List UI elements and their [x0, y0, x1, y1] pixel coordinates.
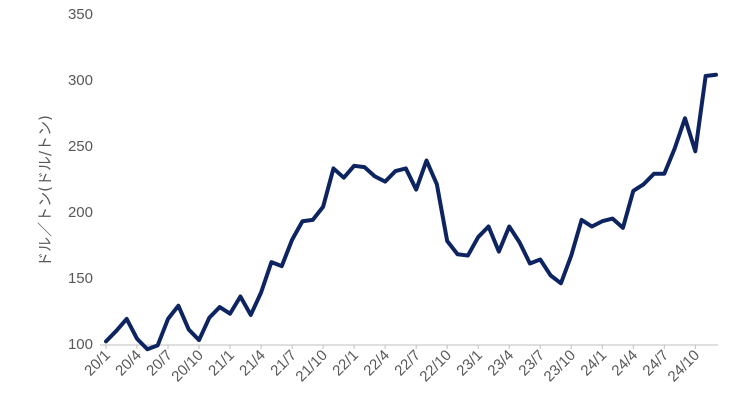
- x-tick-label: 23/1: [453, 347, 486, 380]
- y-axis-ticks: 100 150 200 250 300 350: [68, 6, 93, 353]
- x-axis-ticks: 20/120/420/720/1021/121/421/721/1022/122…: [81, 345, 703, 385]
- x-tick-label: 24/4: [608, 347, 641, 380]
- x-tick-label: 20/10: [168, 347, 207, 386]
- y-tick-label: 150: [68, 270, 93, 287]
- x-tick-label: 24/1: [577, 347, 610, 380]
- y-tick-label: 250: [68, 138, 93, 155]
- x-tick-label: 21/4: [236, 347, 269, 380]
- x-tick-label: 23/4: [484, 347, 517, 380]
- x-tick-label: 22/10: [416, 347, 455, 386]
- x-tick-label: 24/10: [665, 347, 704, 386]
- y-axis-label: ドル／トン(ドル/トン): [36, 115, 54, 267]
- y-tick-label: 300: [68, 72, 93, 89]
- x-tick-label: 21/10: [292, 347, 331, 386]
- x-tick-label: 22/1: [329, 347, 362, 380]
- series-line: [104, 72, 718, 352]
- y-tick-label: 200: [68, 204, 93, 221]
- x-tick-label: 23/10: [541, 347, 580, 386]
- x-tick-label: 21/1: [205, 347, 238, 380]
- x-tick-label: 22/4: [360, 347, 393, 380]
- y-tick-label: 100: [68, 336, 93, 353]
- y-tick-label: 350: [68, 6, 93, 23]
- x-tick-label: 20/4: [112, 347, 145, 380]
